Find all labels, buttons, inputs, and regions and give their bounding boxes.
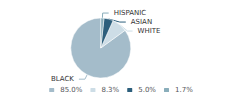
svg-text:ASIAN: ASIAN — [131, 18, 152, 26]
svg-text:5.0%: 5.0% — [138, 86, 156, 94]
svg-text:8.3%: 8.3% — [101, 86, 119, 94]
svg-text:HISPANIC: HISPANIC — [114, 9, 147, 17]
svg-text:85.0%: 85.0% — [60, 86, 83, 94]
svg-text:WHITE: WHITE — [138, 27, 161, 35]
svg-text:1.7%: 1.7% — [175, 86, 193, 94]
svg-text:BLACK: BLACK — [51, 75, 74, 83]
